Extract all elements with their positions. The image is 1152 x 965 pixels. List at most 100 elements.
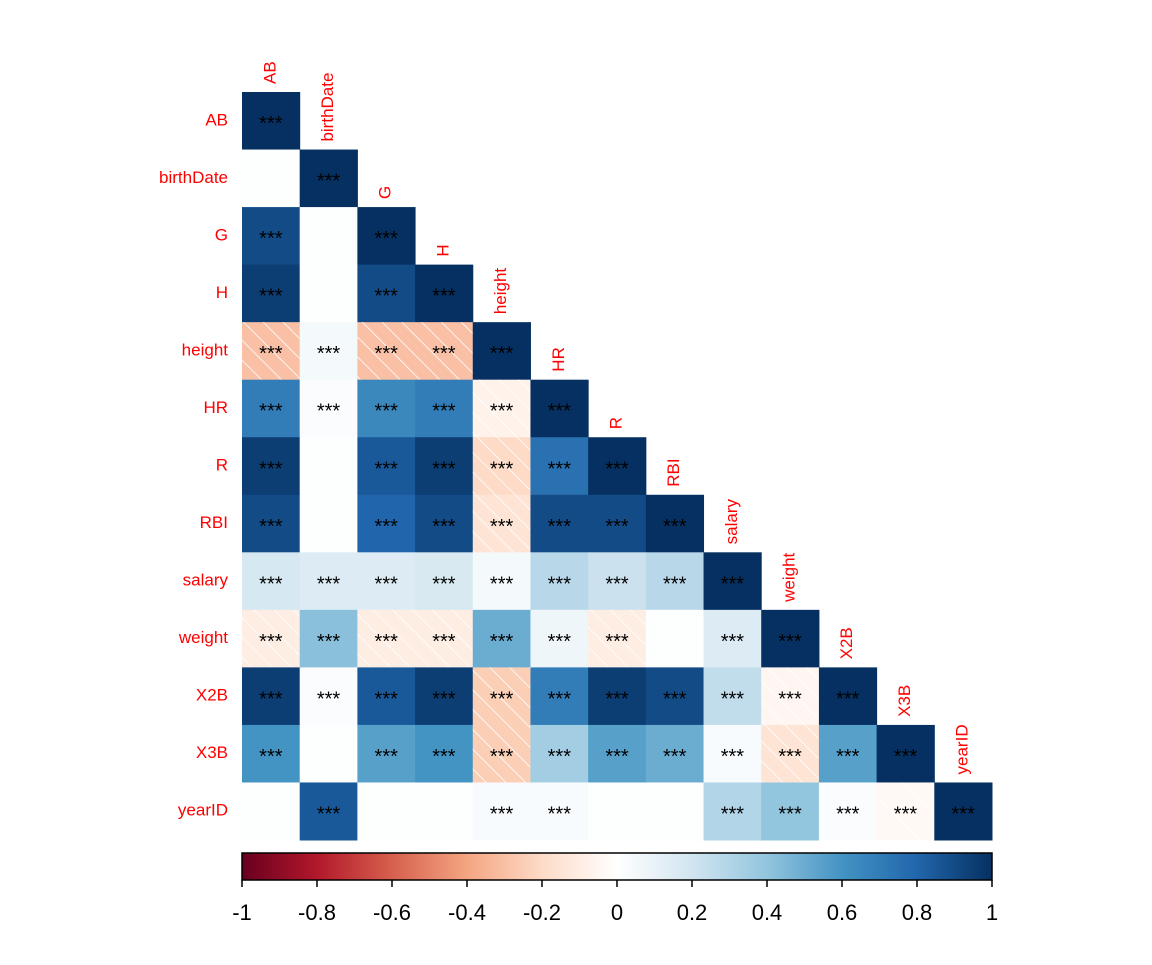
- column-label: salary: [722, 498, 741, 544]
- row-label: AB: [205, 110, 228, 129]
- negative-hatch: [472, 379, 531, 438]
- row-label: X3B: [196, 743, 228, 762]
- significance-label: ***: [317, 631, 341, 653]
- corr-cell: [530, 782, 589, 841]
- corr-cell: [242, 494, 301, 553]
- colorbar-tick-label: -0.2: [523, 900, 561, 925]
- significance-label: ***: [490, 458, 514, 480]
- corr-cell: [357, 724, 416, 783]
- significance-label: ***: [490, 516, 514, 538]
- significance-label: ***: [432, 688, 456, 710]
- significance-label: ***: [548, 458, 572, 480]
- corr-cell: [357, 667, 416, 726]
- row-label: R: [216, 455, 228, 474]
- significance-label: ***: [375, 631, 399, 653]
- significance-label: ***: [490, 804, 514, 826]
- significance-label: ***: [317, 171, 341, 193]
- corr-cell: [357, 782, 416, 841]
- corr-cell: [645, 494, 705, 553]
- significance-label: ***: [721, 688, 745, 710]
- significance-label: ***: [778, 688, 802, 710]
- significance-label: ***: [548, 631, 572, 653]
- significance-label: ***: [432, 516, 456, 538]
- corr-cell: [242, 149, 301, 208]
- corr-cell: [530, 437, 589, 496]
- significance-label: ***: [259, 113, 283, 135]
- corr-cell: [415, 494, 474, 553]
- significance-label: ***: [490, 746, 514, 768]
- corr-cell: [415, 724, 474, 783]
- corr-cell: [934, 782, 993, 841]
- column-label: G: [376, 186, 395, 199]
- significance-label: ***: [375, 458, 399, 480]
- corr-cell: [299, 379, 358, 438]
- corr-cell: [703, 667, 762, 726]
- negative-hatch: [472, 667, 531, 725]
- column-label: height: [491, 268, 510, 315]
- corr-cell: [645, 667, 705, 726]
- corr-cell: [530, 667, 589, 726]
- significance-label: ***: [605, 458, 629, 480]
- corr-cell: [588, 494, 647, 553]
- significance-label: ***: [548, 746, 572, 768]
- column-label: HR: [549, 347, 568, 372]
- negative-hatch: [415, 609, 473, 668]
- corr-cell: [242, 92, 301, 151]
- corr-cell: [242, 379, 301, 438]
- corr-cell: [588, 437, 647, 496]
- colorbar-tick-label: -0.4: [448, 900, 486, 925]
- significance-label: ***: [548, 573, 572, 595]
- corr-cell: [415, 667, 474, 726]
- column-label: H: [433, 244, 452, 256]
- significance-label: ***: [375, 343, 399, 365]
- corr-cell: [588, 782, 647, 841]
- significance-label: ***: [432, 458, 456, 480]
- corr-cell: [472, 609, 531, 668]
- column-label: yearID: [953, 724, 972, 774]
- significance-label: ***: [663, 746, 687, 768]
- significance-label: ***: [259, 343, 283, 365]
- significance-label: ***: [375, 746, 399, 768]
- significance-label: ***: [432, 631, 456, 653]
- significance-label: ***: [548, 401, 572, 423]
- negative-hatch: [357, 322, 416, 380]
- corr-cell: [530, 609, 589, 668]
- row-label: RBI: [200, 513, 228, 532]
- corr-cell: [299, 264, 358, 323]
- corr-cell: [530, 494, 589, 553]
- negative-hatch: [415, 322, 473, 380]
- significance-label: ***: [259, 573, 283, 595]
- row-label: height: [182, 340, 229, 359]
- column-label: AB: [260, 61, 279, 84]
- column-label: RBI: [664, 458, 683, 486]
- negative-hatch: [472, 494, 531, 553]
- corr-cell: [357, 264, 416, 323]
- negative-hatch: [761, 724, 819, 783]
- corr-cell: [530, 379, 589, 438]
- corr-cell: [299, 149, 358, 208]
- significance-label: ***: [490, 401, 514, 423]
- colorbar-tick-label: 0.4: [752, 900, 783, 925]
- corr-cell: [299, 609, 358, 668]
- column-label: R: [606, 417, 625, 429]
- corr-cell: [357, 552, 416, 611]
- significance-label: ***: [259, 688, 283, 710]
- significance-label: ***: [951, 804, 975, 826]
- significance-label: ***: [721, 804, 745, 826]
- significance-label: ***: [663, 688, 687, 710]
- significance-label: ***: [490, 631, 514, 653]
- significance-label: ***: [317, 804, 341, 826]
- significance-label: ***: [778, 804, 802, 826]
- significance-label: ***: [605, 573, 629, 595]
- corr-cell: [761, 609, 820, 668]
- corr-cell: [645, 552, 705, 611]
- corr-cell: [299, 322, 358, 381]
- significance-label: ***: [259, 228, 283, 250]
- corr-cell: [242, 264, 301, 323]
- significance-label: ***: [375, 286, 399, 308]
- significance-label: ***: [432, 401, 456, 423]
- row-label: X2B: [196, 686, 228, 705]
- corr-cell: [472, 552, 531, 611]
- significance-label: ***: [317, 573, 341, 595]
- corr-cell: [299, 494, 358, 553]
